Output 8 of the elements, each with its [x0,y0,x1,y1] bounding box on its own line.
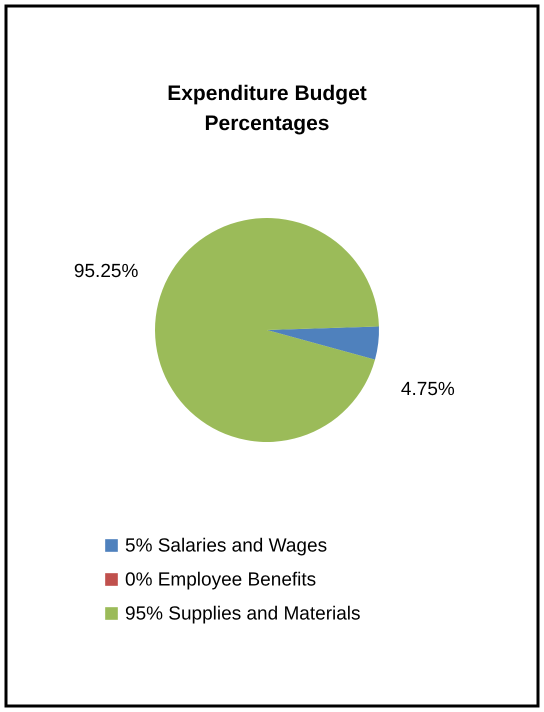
legend-label: 0% Employee Benefits [125,570,316,590]
legend-label: 95% Supplies and Materials [125,604,361,624]
legend-label: 5% Salaries and Wages [125,536,328,556]
pie-slice [155,218,379,442]
pie-slice [267,326,379,360]
data-label: 95.25% [74,260,138,282]
chart-title: Expenditure Budget Percentages [167,82,367,135]
data-label: 4.75% [400,379,455,400]
